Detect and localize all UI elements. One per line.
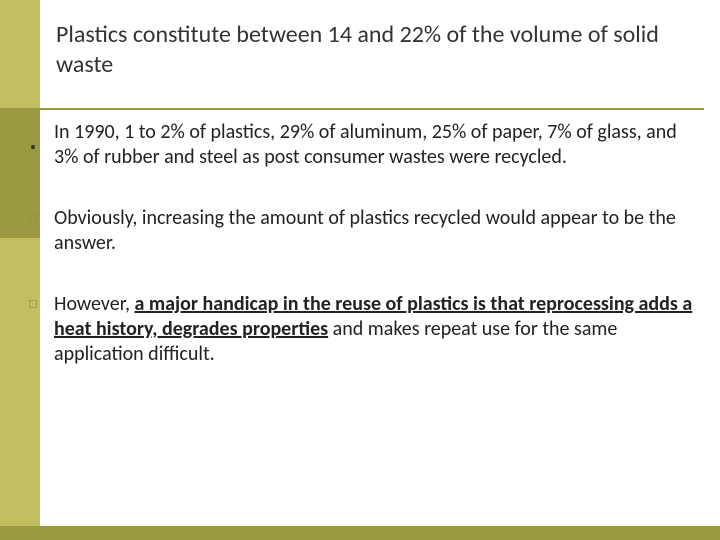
bullet-dot-icon: .: [28, 126, 54, 148]
bullet-square-icon: ◻: [28, 206, 54, 224]
bullet-text: However, a major handicap in the reuse o…: [54, 292, 696, 367]
bullet-item: ◻ Obviously, increasing the amount of pl…: [28, 206, 696, 256]
bullet-item: ◻ However, a major handicap in the reuse…: [28, 292, 696, 367]
bottom-bar-decoration: [0, 526, 720, 540]
bullet-item: . In 1990, 1 to 2% of plastics, 29% of a…: [28, 120, 696, 170]
bullet-text: Obviously, increasing the amount of plas…: [54, 206, 696, 256]
slide-title: Plastics constitute between 14 and 22% o…: [56, 20, 696, 80]
bullet-square-icon: ◻: [28, 292, 54, 310]
sidebar-block-top: [0, 0, 40, 108]
title-underline: [16, 108, 704, 110]
bullet-text: In 1990, 1 to 2% of plastics, 29% of alu…: [54, 120, 696, 170]
body-content: . In 1990, 1 to 2% of plastics, 29% of a…: [28, 120, 696, 367]
bullet-text-pre: However,: [54, 292, 134, 316]
